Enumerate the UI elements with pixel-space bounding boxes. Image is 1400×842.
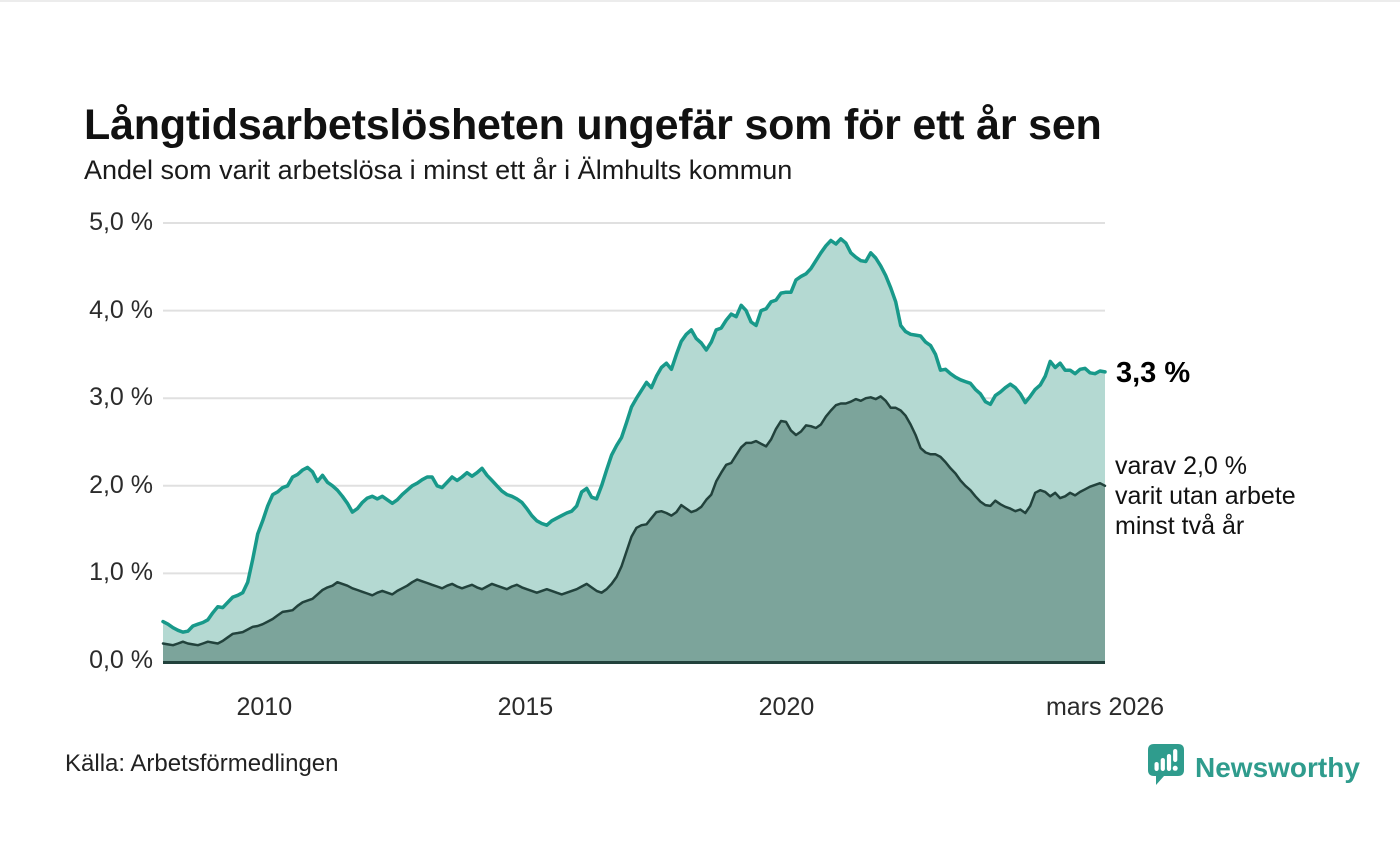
y-axis-tick-label: 2,0 % [89,470,153,499]
x-axis-tick-label: 2015 [497,693,554,721]
y-axis-tick-label: 0,0 % [89,645,153,674]
page-title: Långtidsarbetslösheten ungefär som för e… [84,100,1102,149]
y-axis-tick-label: 1,0 % [89,558,153,587]
newsworthy-logo-icon [1146,742,1186,793]
source-credit: Källa: Arbetsförmedlingen [65,750,339,777]
x-axis-tick-label: 2010 [236,693,293,721]
x-axis-tick-label: mars 2026 [1045,693,1165,721]
page-subtitle: Andel som varit arbetslösa i minst ett å… [84,155,793,185]
newsworthy-brand: Newsworthy [1146,742,1360,793]
y-axis-tick-label: 5,0 % [89,207,153,236]
secondary-value-label: varav 2,0 % varit utan arbete minst två … [1115,452,1296,540]
x-axis-tick-label: 2020 [758,693,815,721]
y-axis-tick-label: 4,0 % [89,295,153,324]
latest-value-label: 3,3 % [1116,357,1191,389]
unemployed-at-least-two-years-line [161,395,1107,647]
unemployed-at-least-one-year-line [161,237,1107,634]
newsworthy-wordmark: Newsworthy [1195,751,1360,783]
unemployed-at-least-two-years-area [163,396,1105,661]
y-axis-tick-label: 3,0 % [89,383,153,412]
